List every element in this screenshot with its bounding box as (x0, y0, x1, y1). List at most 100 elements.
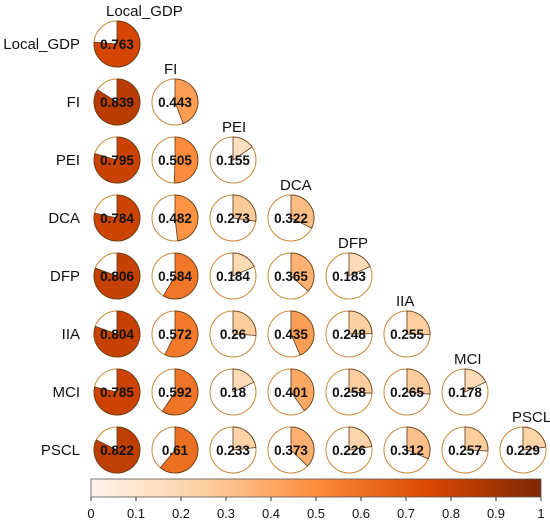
value-label: 0.806 (100, 269, 134, 284)
column-label: PEI (222, 119, 246, 136)
pie-slice (174, 194, 199, 242)
value-label: 0.183 (332, 269, 366, 284)
value-label: 0.804 (100, 327, 134, 342)
column-label: IIA (396, 293, 414, 310)
colorbar-tick-label: 0.7 (397, 506, 415, 521)
pie-slice (290, 310, 315, 356)
colorbar-tick-label: 0.8 (442, 506, 460, 521)
value-label: 0.233 (216, 443, 250, 458)
pie-slice (348, 426, 373, 451)
value-label: 0.592 (158, 385, 192, 400)
row-label: IIA (62, 326, 80, 343)
pie-slice (93, 310, 141, 358)
pie-slice (348, 368, 373, 394)
value-label: 0.184 (216, 269, 250, 284)
value-label: 0.273 (216, 211, 250, 226)
value-label: 0.178 (448, 385, 482, 400)
value-label: 0.505 (158, 153, 192, 168)
colorbar-tick-label: 0.6 (352, 506, 370, 521)
row-label: PSCL (41, 442, 80, 459)
column-label: Local_GDP (106, 3, 183, 20)
value-label: 0.61 (162, 443, 189, 458)
row-label: PEI (56, 152, 80, 169)
pie-slice (164, 310, 199, 358)
colorbar-tick-label: 0.2 (172, 506, 190, 521)
pie-slice (290, 194, 315, 229)
value-label: 0.365 (274, 269, 308, 284)
colorbar-tick-label: 0.1 (127, 506, 145, 521)
pie-slice (406, 368, 431, 395)
pie-slice (232, 310, 257, 336)
value-label: 0.584 (158, 269, 192, 284)
pie-slice (173, 136, 199, 184)
pie-slice (232, 426, 257, 451)
pie-slice (93, 136, 141, 184)
value-label: 0.229 (506, 443, 540, 458)
pie-slice (93, 252, 141, 300)
value-label: 0.257 (448, 443, 482, 458)
pie-slice (464, 368, 487, 393)
value-label: 0.822 (100, 443, 134, 458)
colorbar-tick-label: 0.3 (217, 506, 235, 521)
column-label: PSCL (512, 409, 550, 426)
pie-slice (522, 426, 547, 451)
pie-slice (290, 368, 315, 412)
colorbar-tick-label: 1 (537, 506, 544, 521)
row-label: DCA (48, 210, 80, 227)
pie-slice (159, 426, 199, 474)
value-label: 0.255 (390, 327, 424, 342)
value-label: 0.785 (100, 385, 134, 400)
pie-slice (232, 368, 255, 393)
pie-slice (348, 310, 373, 335)
value-label: 0.248 (332, 327, 366, 342)
value-label: 0.401 (274, 385, 308, 400)
value-label: 0.443 (158, 95, 192, 110)
value-label: 0.572 (158, 327, 192, 342)
colorbar-tick-label: 0.9 (487, 506, 505, 521)
pie-slice (232, 194, 257, 222)
pie-slice (161, 368, 199, 416)
value-label: 0.155 (216, 153, 250, 168)
pie-slice (162, 252, 199, 300)
pie-slice (93, 368, 141, 416)
value-label: 0.839 (100, 95, 134, 110)
value-label: 0.26 (220, 327, 247, 342)
pie-slice (93, 78, 141, 126)
row-label: FI (67, 94, 80, 111)
value-label: 0.226 (332, 443, 366, 458)
value-label: 0.763 (100, 37, 134, 52)
pie-slice (93, 20, 141, 68)
pie-slice (464, 426, 489, 452)
column-label: DCA (280, 177, 312, 194)
colorbar-tick-label: 0.4 (262, 506, 280, 521)
value-label: 0.795 (100, 153, 134, 168)
pie-slice (93, 194, 141, 242)
pie-slice (232, 136, 253, 161)
column-label: DFP (338, 235, 368, 252)
pie-slice (406, 426, 431, 460)
pie-slice (290, 426, 315, 467)
pie-slice (348, 252, 371, 277)
value-label: 0.312 (390, 443, 424, 458)
pie-slice (174, 78, 199, 125)
value-label: 0.373 (274, 443, 308, 458)
pie-slice (232, 252, 255, 277)
value-label: 0.435 (274, 327, 308, 342)
pie-slice (93, 426, 141, 474)
value-label: 0.258 (332, 385, 366, 400)
value-label: 0.482 (158, 211, 192, 226)
colorbar (90, 478, 542, 498)
value-label: 0.18 (220, 385, 247, 400)
value-label: 0.784 (100, 211, 134, 226)
column-label: FI (164, 61, 177, 78)
row-label: DFP (50, 268, 80, 285)
row-label: Local_GDP (3, 36, 80, 53)
value-label: 0.322 (274, 211, 308, 226)
colorbar-tick-label: 0 (87, 506, 94, 521)
pie-slice (290, 252, 315, 292)
column-label: MCI (454, 351, 482, 368)
colorbar-tick-label: 0.5 (307, 506, 325, 521)
pie-slice (406, 310, 431, 336)
value-label: 0.265 (390, 385, 424, 400)
